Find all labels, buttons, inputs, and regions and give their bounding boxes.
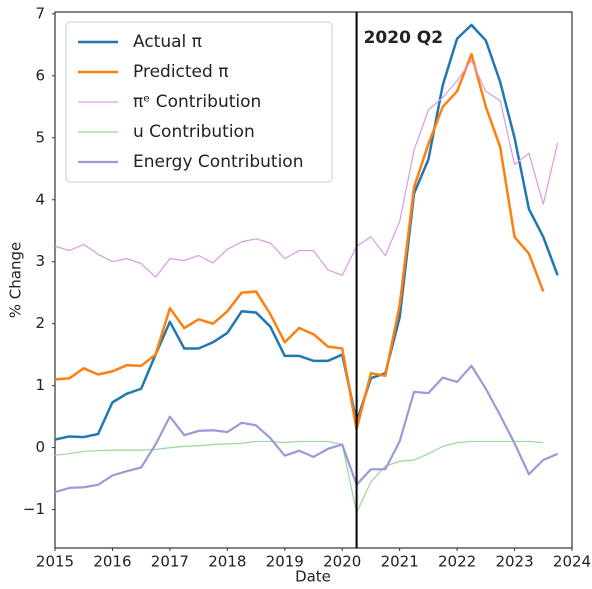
legend-label: Actual π — [133, 32, 202, 52]
x-tick-label: 2016 — [93, 553, 131, 571]
x-tick-label: 2018 — [208, 553, 246, 571]
x-tick-label: 2020 — [323, 553, 361, 571]
legend-label: u Contribution — [133, 122, 255, 142]
x-tick-label: 2021 — [381, 553, 419, 571]
x-axis-label: Date — [295, 568, 331, 586]
y-tick-label: 6 — [35, 66, 45, 84]
y-tick-label: 4 — [35, 190, 45, 208]
y-tick-label: 7 — [35, 4, 45, 22]
x-tick-label: 2015 — [36, 553, 74, 571]
y-axis-label: % Change — [7, 242, 25, 318]
y-tick-label: 3 — [35, 252, 45, 270]
annotation-text: 2020 Q2 — [364, 28, 444, 48]
y-tick-label: 1 — [35, 376, 45, 394]
legend-label: Energy Contribution — [133, 152, 303, 172]
series-line — [54, 23, 559, 441]
legend-label: πᵉ Contribution — [133, 92, 261, 112]
plot-frame — [54, 11, 573, 549]
y-tick-label: 5 — [35, 128, 45, 146]
y-tick-label: 2 — [35, 314, 45, 332]
x-tick-label: 2017 — [151, 553, 189, 571]
series-line — [54, 59, 559, 278]
x-tick-label: 2024 — [553, 553, 591, 571]
y-tick-label: 0 — [35, 438, 45, 456]
series-line — [54, 52, 545, 431]
y-tick-label: −1 — [23, 500, 45, 518]
series-line — [54, 440, 544, 514]
legend-box — [65, 21, 333, 183]
x-tick-label: 2023 — [495, 553, 533, 571]
x-tick-label: 2022 — [438, 553, 476, 571]
legend-label: Predicted π — [133, 62, 228, 82]
series-line — [54, 364, 559, 494]
x-tick-label: 2019 — [266, 553, 304, 571]
